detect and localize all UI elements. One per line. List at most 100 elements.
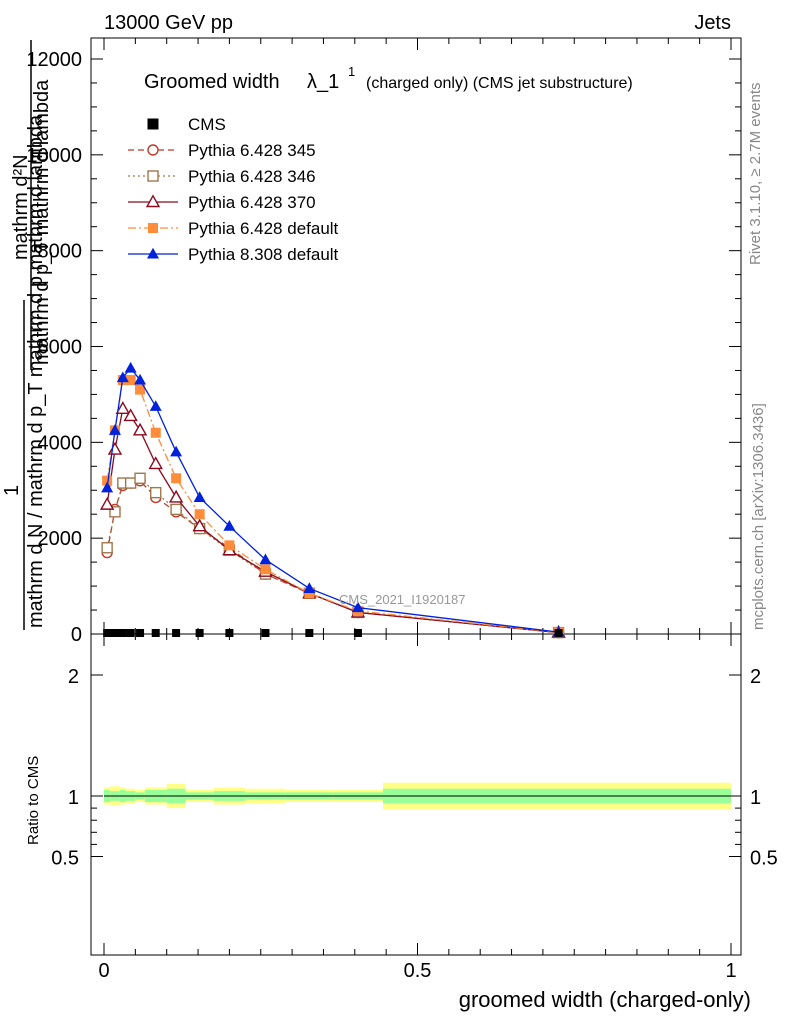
data-point (134, 373, 147, 385)
data-point (194, 509, 205, 520)
data-point (171, 473, 182, 484)
data-point (123, 408, 138, 422)
ratio-plot-frame (90, 633, 742, 956)
energy-label: 13000 GeV pp (104, 12, 233, 34)
ylabel-lower: mathrm d N / mathrm d p_T mathrm d p mat… (25, 114, 47, 628)
data-point (303, 582, 316, 593)
data-point (224, 540, 235, 551)
data-point (118, 629, 127, 637)
legend-marker (147, 247, 159, 259)
data-point (115, 401, 131, 414)
data-point (110, 629, 119, 637)
y-tick-label: 6000 (38, 337, 83, 359)
data-point (101, 542, 113, 554)
rivet-version-label: Rivet 3.1.10, ≥ 2.7M events (747, 83, 764, 266)
data-point (261, 629, 270, 637)
data-point (107, 441, 123, 455)
title-main: Groomed width (144, 71, 280, 93)
legend-entry: Pythia 6.428 370 (128, 193, 316, 212)
legend-entry: Pythia 6.428 default (128, 219, 339, 238)
data-point (103, 629, 112, 637)
data-point (99, 496, 115, 510)
data-point (259, 553, 272, 565)
ylabel-numerator: mathrm d²N (10, 154, 32, 260)
chart-title: Groomed width λ_1 1 (charged only) (CMS … (144, 64, 633, 93)
data-point (124, 361, 137, 373)
data-point (554, 629, 563, 637)
legend-marker (147, 144, 159, 156)
ratio-y-tick-label-right: 2 (750, 666, 761, 688)
ratio-y-tick-label: 1 (68, 787, 79, 809)
data-point (304, 588, 315, 599)
x-tick-label: 1 (725, 960, 736, 982)
legend-marker (147, 118, 159, 130)
legend-entry: CMS (147, 115, 226, 134)
data-point (150, 486, 162, 499)
ratio-bands (104, 782, 731, 810)
ratio-y-tick-label: 0.5 (51, 848, 79, 870)
data-point (132, 422, 148, 436)
data-point (170, 503, 182, 516)
data-point (148, 456, 163, 470)
data-point (170, 445, 183, 457)
series-line (106, 407, 559, 634)
y-tick-label: 2000 (38, 528, 83, 550)
process-label: Jets (694, 12, 731, 34)
series-layer (99, 361, 566, 639)
title-lambda: λ_1 (307, 71, 339, 93)
data-point (116, 371, 129, 383)
legend-marker (147, 170, 159, 182)
legend-label: CMS (188, 115, 226, 134)
data-point (101, 481, 114, 493)
main-ylabel: mathrm d²N mathrm d p_T mathrm d lambda … (1, 40, 53, 630)
y-tick-label: 8000 (38, 241, 83, 263)
data-point (192, 518, 207, 532)
series-pythia-6-428-346 (101, 472, 565, 639)
data-point (134, 472, 146, 484)
legend-label: Pythia 6.428 370 (188, 193, 316, 212)
series-cms (103, 629, 563, 637)
legend-label: Pythia 6.428 default (188, 219, 339, 238)
data-point (125, 375, 136, 386)
data-point (195, 629, 204, 637)
legend-marker (148, 223, 158, 233)
ratio-ylabel: Ratio to CMS (25, 756, 42, 845)
data-point (109, 506, 121, 518)
data-point (108, 424, 121, 435)
data-point (225, 629, 234, 637)
data-point (351, 601, 364, 613)
data-point (135, 384, 146, 395)
data-point (305, 629, 314, 637)
data-point (150, 427, 161, 438)
y-tick-label: 4000 (38, 432, 83, 454)
ratio-y-tick-label-right: 0.5 (750, 848, 778, 870)
data-point (102, 475, 113, 486)
data-point (193, 491, 206, 502)
xaxis-label: groomed width (charged-only) (459, 987, 751, 1012)
legend-entry: Pythia 6.428 346 (128, 167, 316, 186)
ratio-axis-ticks: 0.5 0.5 1 1 2 2 0 0.5 1 (51, 634, 778, 982)
ylabel-denominator: mathrm d p_T mathrm d lambda (31, 79, 53, 365)
legend-marker (145, 194, 161, 208)
legend-entry: Pythia 6.428 345 (128, 141, 316, 160)
legend: CMS Pythia 6.428 345 Pythia 6.428 346 Pythi… (128, 115, 339, 264)
data-point (223, 519, 236, 531)
legend-label: Pythia 6.428 346 (188, 167, 316, 186)
x-tick-label: 0 (98, 960, 109, 982)
y-tick-label: 12000 (26, 49, 82, 71)
data-point (136, 629, 145, 637)
data-point (124, 477, 137, 489)
analysis-watermark: CMS_2021_I1920187 (339, 592, 466, 607)
data-point (260, 564, 271, 575)
ratio-y-tick-label: 2 (68, 666, 79, 688)
ratio-y-tick-label-right: 1 (750, 787, 761, 809)
data-point (353, 629, 362, 637)
legend-label: Pythia 6.428 345 (188, 141, 316, 160)
legend-label: Pythia 8.308 default (188, 245, 339, 264)
x-tick-label: 0.5 (404, 960, 432, 982)
main-axis-ticks: 0 2000 4000 6000 8000 10000 12000 (26, 38, 741, 646)
mcplots-label: mcplots.cern.ch [arXiv:1306.3436] (750, 403, 767, 630)
ylabel-one: 1 (1, 485, 23, 496)
y-tick-label: 0 (71, 624, 82, 646)
